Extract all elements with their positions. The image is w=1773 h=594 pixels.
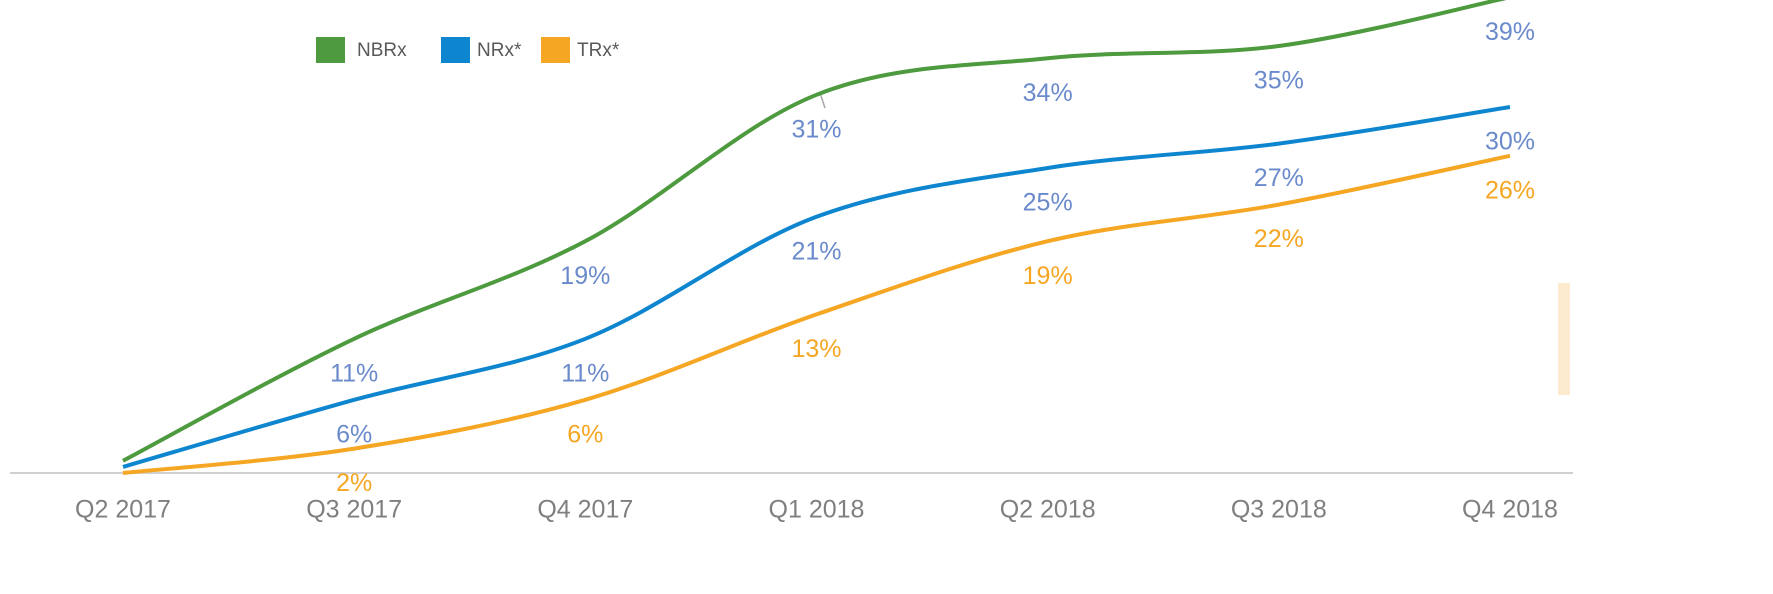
data-label: 19% xyxy=(1023,262,1073,290)
data-label: 34% xyxy=(1023,79,1073,107)
data-label: 11% xyxy=(561,359,609,387)
x-tick-label: Q1 2018 xyxy=(769,496,865,524)
series-line xyxy=(122,105,1511,469)
data-label: 21% xyxy=(791,237,841,265)
data-label: 2% xyxy=(336,469,372,497)
x-tick-label: Q3 2018 xyxy=(1231,496,1327,524)
legend-swatch xyxy=(441,37,470,63)
series-line xyxy=(122,153,1511,475)
legend-label: NBRx xyxy=(357,40,407,61)
x-tick-label: Q2 2017 xyxy=(75,496,171,524)
data-label: 31% xyxy=(791,115,841,143)
data-label: 35% xyxy=(1254,67,1304,95)
x-tick-label: Q4 2018 xyxy=(1462,496,1558,524)
x-tick-label: Q2 2018 xyxy=(1000,496,1096,524)
x-tick-label: Q4 2017 xyxy=(537,496,633,524)
legend-swatch xyxy=(541,37,570,63)
legend-label: NRx* xyxy=(477,40,522,61)
data-label: 11% xyxy=(330,359,378,387)
series-line xyxy=(122,0,1507,463)
legend-label: TRx* xyxy=(577,40,620,61)
data-label: 6% xyxy=(336,420,372,448)
data-label: 13% xyxy=(791,335,841,363)
data-label: 25% xyxy=(1023,189,1073,217)
side-highlight xyxy=(1558,283,1570,395)
legend-swatch xyxy=(316,37,345,63)
data-label: 6% xyxy=(567,420,603,448)
x-tick-label: Q3 2017 xyxy=(306,496,402,524)
data-label: 22% xyxy=(1254,225,1304,253)
data-label: 26% xyxy=(1485,176,1535,204)
data-label: 39% xyxy=(1485,18,1535,46)
data-label: 27% xyxy=(1254,164,1304,192)
leader-line xyxy=(819,92,826,109)
data-label: 19% xyxy=(560,262,610,290)
data-label: 30% xyxy=(1485,128,1535,156)
